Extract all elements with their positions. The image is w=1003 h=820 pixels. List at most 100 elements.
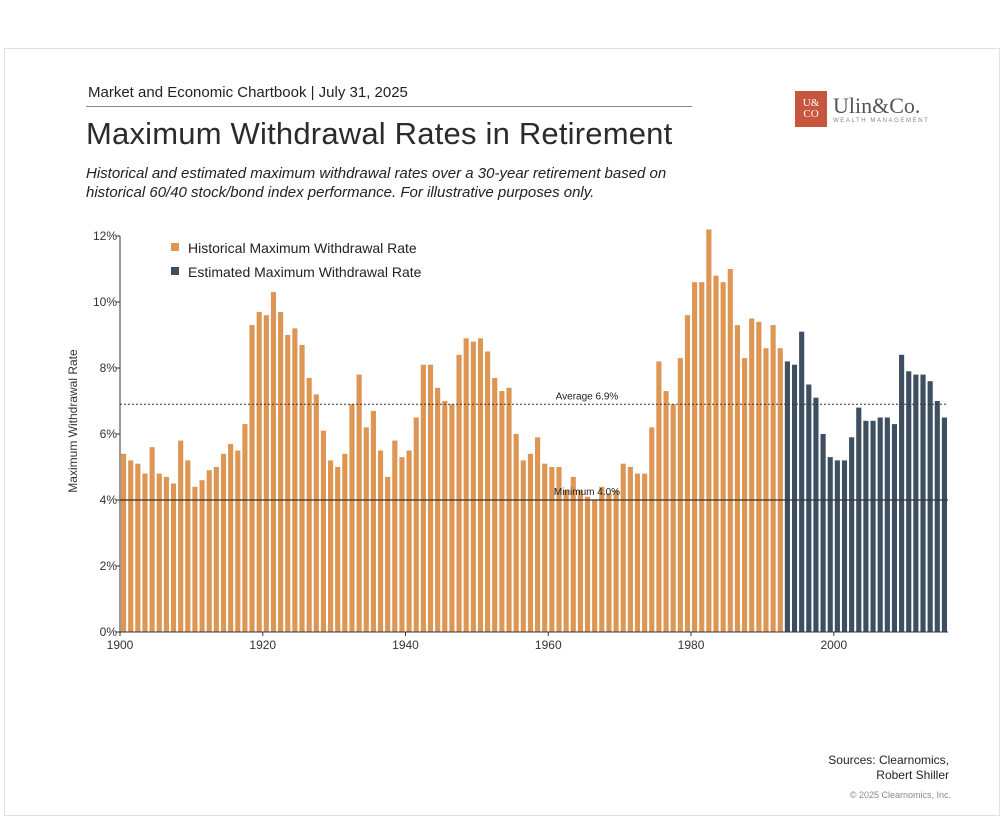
bar-historical-1948	[463, 338, 469, 632]
bar-historical-1976	[663, 391, 669, 632]
page-title: Maximum Withdrawal Rates in Retirement	[86, 116, 673, 151]
logo-name: Ulin&Co.	[833, 93, 921, 118]
bar-historical-1943	[427, 364, 434, 632]
bar-historical-1921	[270, 292, 277, 632]
company-logo: U& CO Ulin&Co. WEALTH MANAGEMENT	[795, 91, 929, 127]
sources-note: Sources: Clearnomics, Robert Shiller	[828, 753, 949, 783]
bar-historical-1988	[749, 318, 755, 632]
bar-estimated-2014	[934, 401, 940, 632]
bar-historical-1925	[299, 344, 305, 632]
y-tick-label-0: 0%	[100, 625, 118, 639]
bar-historical-1945	[442, 401, 448, 632]
bar-historical-1953	[499, 391, 505, 632]
bar-historical-1992	[777, 348, 783, 632]
bar-historical-1952	[492, 377, 498, 632]
x-tick-label-3: 1960	[535, 638, 562, 652]
bar-historical-1983	[713, 275, 719, 632]
y-tick-label-4: 8%	[100, 361, 118, 375]
legend-swatch-estimated	[171, 267, 179, 275]
bar-historical-1907	[170, 483, 177, 632]
x-tick-label-1: 1920	[249, 638, 276, 652]
bar-historical-1918	[249, 325, 255, 632]
bar-estimated-1994	[791, 364, 798, 632]
logo-mark-bottom: CO	[803, 108, 819, 120]
bar-historical-1905	[156, 473, 162, 632]
bar-historical-1963	[570, 476, 576, 632]
bar-historical-1910	[192, 486, 198, 632]
bar-historical-1912	[206, 470, 212, 632]
bar-estimated-2007	[884, 417, 890, 632]
bar-historical-1936	[377, 450, 384, 632]
bar-historical-1975	[656, 361, 662, 632]
bar-historical-1969	[613, 490, 619, 632]
bar-estimated-2013	[927, 381, 933, 632]
reference-lines-group: Average 6.9% Minimum 4.0%	[120, 391, 948, 501]
bar-estimated-2001	[841, 460, 848, 632]
logo-tagline: WEALTH MANAGEMENT	[833, 118, 930, 124]
bar-historical-1958	[535, 437, 541, 632]
bar-historical-1940	[406, 450, 412, 632]
bar-historical-1923	[285, 335, 291, 632]
bar-historical-1933	[356, 374, 362, 632]
bar-estimated-1993	[784, 361, 790, 632]
bar-historical-1959	[542, 463, 548, 632]
bar-estimated-2010	[906, 371, 912, 632]
y-tick-label-5: 10%	[93, 295, 117, 309]
bar-estimated-1995	[799, 331, 805, 632]
bar-estimated-2004	[863, 420, 869, 632]
bar-historical-1901	[128, 460, 134, 632]
y-tick-label-3: 6%	[100, 427, 118, 441]
bar-historical-1944	[435, 387, 441, 632]
bar-historical-1919	[256, 311, 262, 632]
bar-historical-1987	[742, 358, 748, 632]
bar-historical-1947	[456, 354, 462, 632]
bar-historical-1965	[584, 496, 591, 632]
bar-historical-1906	[163, 476, 169, 632]
bar-estimated-2006	[877, 417, 883, 632]
bar-historical-1934	[363, 427, 369, 632]
bar-historical-1961	[556, 467, 562, 632]
bar-estimated-2011	[913, 374, 919, 632]
legend-label-estimated: Estimated Maximum Withdrawal Rate	[188, 264, 422, 280]
bar-historical-1981	[699, 282, 705, 632]
bar-historical-1950	[477, 338, 484, 632]
bar-historical-1922	[278, 311, 284, 632]
bar-historical-1902	[135, 463, 141, 632]
bar-historical-1949	[470, 341, 476, 632]
bar-historical-1982	[706, 229, 712, 632]
bar-historical-1980	[692, 282, 698, 632]
bar-historical-1939	[399, 457, 405, 632]
bar-historical-1972	[634, 473, 641, 632]
bar-estimated-1996	[806, 384, 812, 632]
bar-historical-1927	[313, 394, 319, 632]
bar-historical-1954	[506, 387, 512, 632]
bars-group	[121, 229, 947, 632]
bar-estimated-2009	[899, 354, 905, 632]
bar-historical-1960	[549, 467, 555, 632]
bar-historical-1904	[149, 447, 155, 632]
bar-historical-1941	[413, 417, 419, 632]
bar-historical-1955	[513, 434, 519, 632]
bar-historical-1924	[292, 328, 298, 632]
bar-historical-1903	[142, 473, 148, 632]
bar-historical-1938	[392, 440, 398, 632]
y-tick-label-2: 4%	[100, 493, 118, 507]
bar-historical-1967	[599, 486, 605, 632]
bar-historical-1942	[420, 364, 426, 632]
bar-estimated-2008	[891, 424, 898, 632]
bar-estimated-2003	[856, 407, 862, 632]
bar-historical-1971	[627, 467, 633, 632]
bar-estimated-1998	[820, 434, 826, 632]
bar-historical-1930	[335, 467, 341, 632]
bar-historical-1908	[178, 440, 184, 632]
bar-historical-1937	[385, 476, 391, 632]
bar-historical-1909	[185, 460, 191, 632]
sources-line-1: Sources: Clearnomics,	[828, 753, 949, 767]
bar-historical-1985	[727, 269, 733, 632]
chartbook-date-line: Market and Economic Chartbook | July 31,…	[88, 84, 408, 101]
bar-historical-1989	[756, 321, 762, 632]
bar-historical-1956	[520, 460, 526, 632]
bar-historical-1973	[642, 473, 648, 632]
bar-historical-1915	[228, 443, 234, 632]
page-subtitle: Historical and estimated maximum withdra…	[86, 165, 667, 201]
